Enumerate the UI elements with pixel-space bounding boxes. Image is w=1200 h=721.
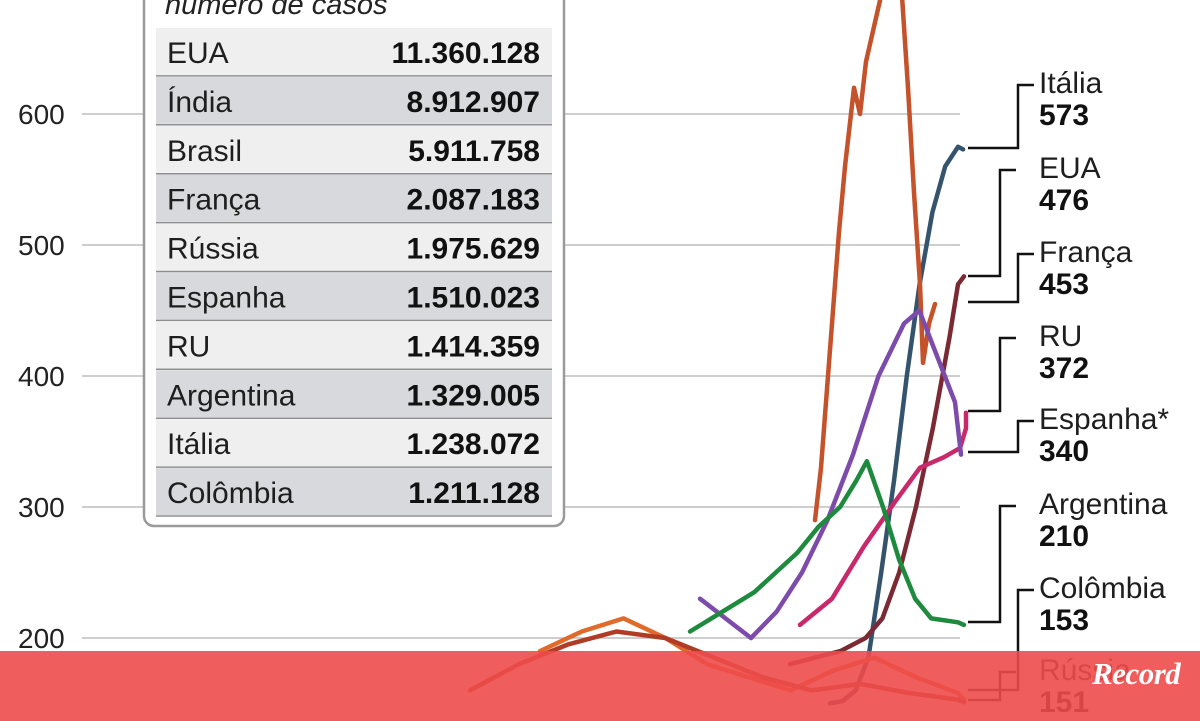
brand-banner bbox=[0, 651, 1200, 721]
y-tick-label: 400 bbox=[18, 361, 65, 392]
table-header: número de casos bbox=[165, 0, 387, 21]
table-country: Índia bbox=[167, 86, 232, 119]
table-row bbox=[156, 370, 552, 418]
end-label-name: Argentina bbox=[1039, 488, 1168, 521]
table-country: Brasil bbox=[167, 135, 242, 168]
y-tick-label: 300 bbox=[18, 492, 65, 523]
table-country: Colômbia bbox=[167, 477, 294, 510]
table-country: RU bbox=[167, 330, 210, 363]
table-country: França bbox=[167, 184, 261, 217]
y-tick-label: 600 bbox=[18, 99, 65, 130]
series-line-1 bbox=[787, 274, 967, 667]
end-label-name: RU bbox=[1039, 320, 1082, 353]
table-cases: 5.911.758 bbox=[408, 135, 540, 168]
end-label-value: 476 bbox=[1039, 184, 1089, 217]
table-cases: 1.238.072 bbox=[407, 428, 540, 461]
table-cases: 1.414.359 bbox=[407, 330, 540, 363]
series-line-5 bbox=[687, 458, 967, 634]
y-tick-label: 500 bbox=[18, 230, 65, 261]
table-row bbox=[156, 174, 552, 222]
cases-table: número de casos EUA 11.360.128 Índia 8.912.9… bbox=[142, 0, 566, 528]
leader-line bbox=[968, 252, 1034, 304]
table-country: EUA bbox=[167, 37, 229, 70]
y-axis-ticks: 600 500 400 300 200 bbox=[18, 99, 65, 654]
end-label-name: EUA bbox=[1039, 152, 1101, 185]
table-row bbox=[156, 223, 552, 271]
table-cases: 11.360.128 bbox=[392, 37, 541, 70]
series-line-4 bbox=[697, 308, 964, 641]
brand-logo: Record bbox=[1092, 656, 1181, 691]
leader-line bbox=[968, 504, 1016, 624]
table-cases: 8.912.907 bbox=[407, 86, 540, 119]
end-label-name: Colômbia bbox=[1039, 572, 1166, 605]
end-label-name: Itália bbox=[1039, 67, 1103, 100]
leader-line bbox=[968, 83, 1034, 150]
table-row bbox=[156, 28, 552, 75]
table-country: Argentina bbox=[167, 379, 296, 412]
series-line-2 bbox=[812, 0, 938, 523]
end-label-value: 153 bbox=[1039, 604, 1089, 637]
leader-line bbox=[968, 336, 1016, 413]
table-row bbox=[156, 321, 552, 369]
leader-line bbox=[968, 419, 1034, 454]
table-country: Itália bbox=[167, 428, 231, 461]
table-cases: 1.329.005 bbox=[407, 379, 540, 412]
series-line-3 bbox=[797, 410, 969, 628]
end-label-value: 573 bbox=[1039, 99, 1089, 132]
table-row bbox=[156, 419, 552, 467]
end-label-value: 372 bbox=[1039, 352, 1089, 385]
end-label-value: 210 bbox=[1039, 520, 1089, 553]
table-cases: 1.975.629 bbox=[407, 233, 540, 266]
end-label-value: 453 bbox=[1039, 268, 1089, 301]
table-country: Espanha bbox=[167, 282, 286, 315]
table-country: Rússia bbox=[167, 233, 259, 266]
table-row bbox=[156, 125, 552, 173]
table-cases: 1.510.023 bbox=[407, 282, 540, 315]
table-cases: 2.087.183 bbox=[407, 184, 540, 217]
table-cases: 1.211.128 bbox=[408, 477, 540, 510]
end-label-name: Espanha* bbox=[1039, 403, 1169, 436]
end-label-value: 340 bbox=[1039, 435, 1089, 468]
y-tick-label: 200 bbox=[18, 623, 65, 654]
table-row bbox=[156, 468, 552, 515]
table-row bbox=[156, 76, 552, 124]
end-label-name: França bbox=[1039, 236, 1133, 269]
leader-line bbox=[968, 168, 1016, 278]
table-row bbox=[156, 272, 552, 320]
